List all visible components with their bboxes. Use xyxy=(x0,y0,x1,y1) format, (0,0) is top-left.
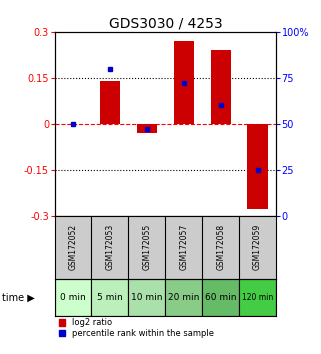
Bar xyxy=(165,279,202,316)
Bar xyxy=(55,279,91,316)
Bar xyxy=(128,279,165,316)
Text: 10 min: 10 min xyxy=(131,293,163,302)
Text: GSM172052: GSM172052 xyxy=(68,224,78,270)
Bar xyxy=(137,124,157,133)
Text: 5 min: 5 min xyxy=(97,293,123,302)
Legend: log2 ratio, percentile rank within the sample: log2 ratio, percentile rank within the s… xyxy=(59,319,214,338)
Bar xyxy=(202,279,239,316)
Title: GDS3030 / 4253: GDS3030 / 4253 xyxy=(108,17,222,31)
Text: time ▶: time ▶ xyxy=(2,292,34,302)
Text: 20 min: 20 min xyxy=(168,293,199,302)
Bar xyxy=(247,124,268,210)
Text: 0 min: 0 min xyxy=(60,293,86,302)
Text: GSM172059: GSM172059 xyxy=(253,224,262,270)
Text: GSM172055: GSM172055 xyxy=(142,224,152,270)
Bar xyxy=(174,41,194,124)
Bar xyxy=(211,50,231,124)
Bar xyxy=(100,81,120,124)
Bar xyxy=(239,279,276,316)
Text: 60 min: 60 min xyxy=(205,293,237,302)
Text: GSM172058: GSM172058 xyxy=(216,224,225,270)
Text: GSM172053: GSM172053 xyxy=(105,224,115,270)
Text: 120 min: 120 min xyxy=(242,293,273,302)
Text: GSM172057: GSM172057 xyxy=(179,224,188,270)
Bar xyxy=(91,279,128,316)
